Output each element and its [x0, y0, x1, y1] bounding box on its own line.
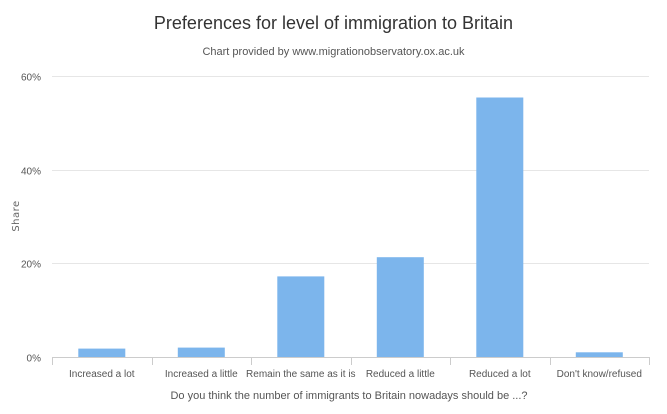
- y-tick-label: 40%: [21, 167, 41, 178]
- x-axis-title: Do you think the number of immigrants to…: [170, 390, 527, 402]
- x-axis-tick-labels: Increased a lot Increased a little Remain …: [69, 369, 642, 380]
- chart-title: Preferences for level of immigration to …: [154, 13, 513, 33]
- x-tick-label: Remain the same as it is: [246, 369, 356, 380]
- x-tick-label: Reduced a lot: [469, 369, 531, 380]
- y-tick-label: 0%: [27, 354, 42, 365]
- bars: [78, 97, 623, 358]
- x-tick-label: Increased a lot: [69, 369, 135, 380]
- bar-5[interactable]: [476, 97, 524, 358]
- x-tick-label: Reduced a little: [366, 369, 435, 380]
- y-axis-tick-labels: 0% 20% 40% 60%: [21, 73, 41, 365]
- x-tick-label: Increased a little: [165, 369, 238, 380]
- y-tick-label: 20%: [21, 260, 41, 271]
- gridlines: [52, 76, 649, 264]
- bar-1[interactable]: [78, 348, 126, 357]
- bar-4[interactable]: [376, 257, 424, 357]
- y-axis-title: Share: [11, 200, 22, 231]
- y-tick-label: 60%: [21, 73, 41, 84]
- bar-2[interactable]: [177, 347, 225, 357]
- bar-3[interactable]: [277, 276, 325, 357]
- chart-subtitle: Chart provided by www.migrationobservato…: [202, 46, 465, 58]
- x-tick-label: Don't know/refused: [557, 369, 642, 380]
- bar-6[interactable]: [575, 352, 623, 357]
- x-axis-tick-marks: [52, 357, 650, 365]
